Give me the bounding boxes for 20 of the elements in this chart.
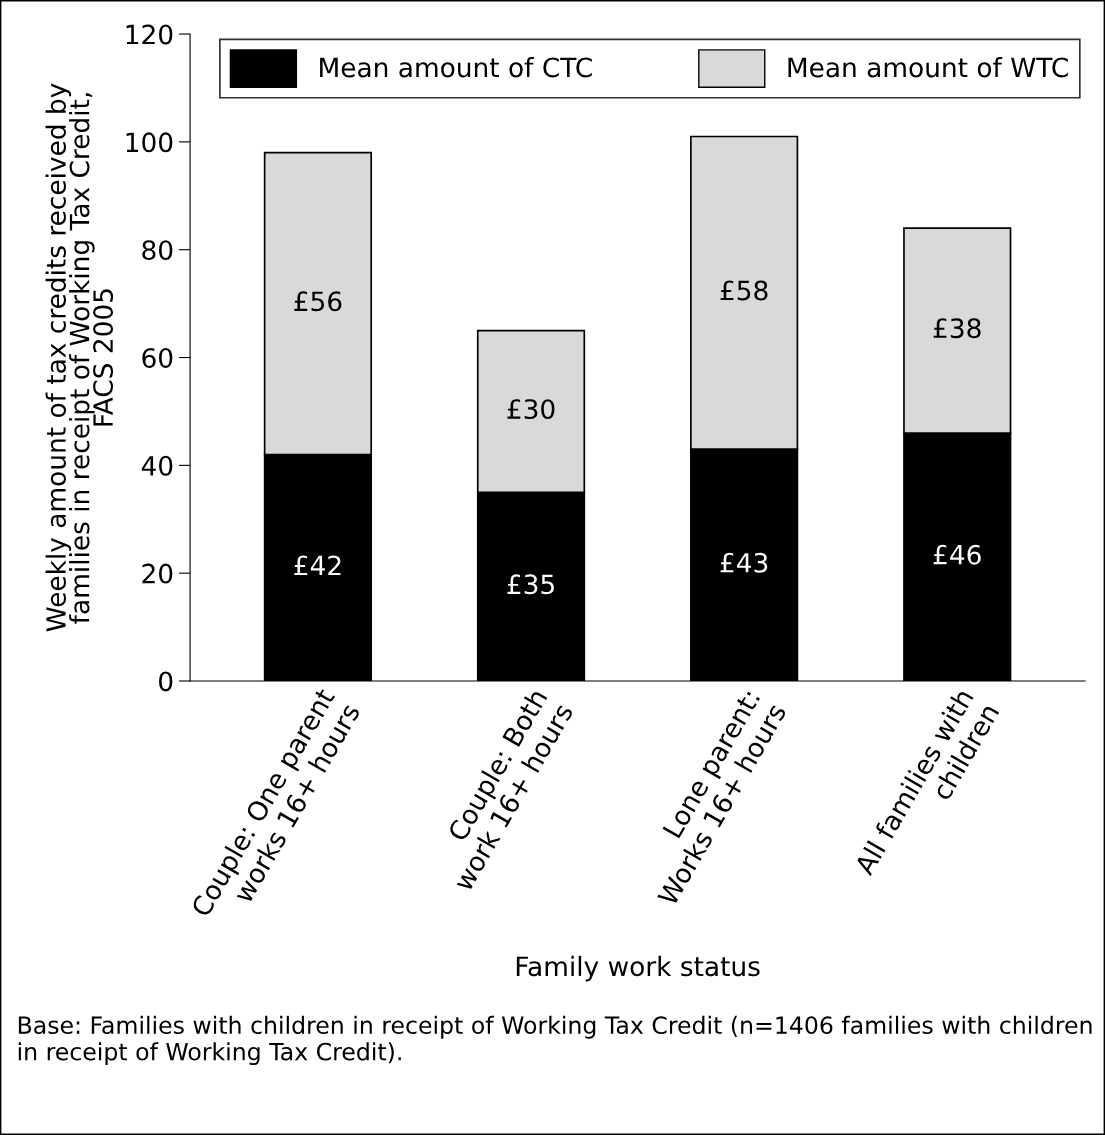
data-label: £58 [720,280,768,301]
y-tick-label: 0 [159,671,173,692]
y-tick-label: 60 [142,347,173,368]
text: Base: Families with children in receipt of Working Tax Credit (n=1406 families with children in receipt of Working Tax Credit). [18,1015,1092,1066]
y-tick-label: 20 [142,563,173,584]
legend-label: Mean amount of WTC [788,57,1068,78]
data-label: £42 [294,555,341,576]
y-tick-label: 120 [126,24,173,45]
y-axis-title: Weekly amount of tax credits received by families in receipt of Working Tax Credit, FACS 2005 [45,83,114,632]
data-label: £56 [294,291,342,312]
y-tick-label: 40 [141,455,173,476]
data-label: £35 [507,574,554,595]
y-tick-label: 80 [142,240,173,261]
y-tick-label: 100 [126,132,173,153]
data-label: £46 [933,544,981,565]
data-label: £38 [933,318,981,339]
x-axis-title: Family work status [516,955,760,982]
data-label: £43 [720,552,768,573]
legend-label: Mean amount of CTC [320,57,592,78]
data-label: £30 [507,399,555,420]
